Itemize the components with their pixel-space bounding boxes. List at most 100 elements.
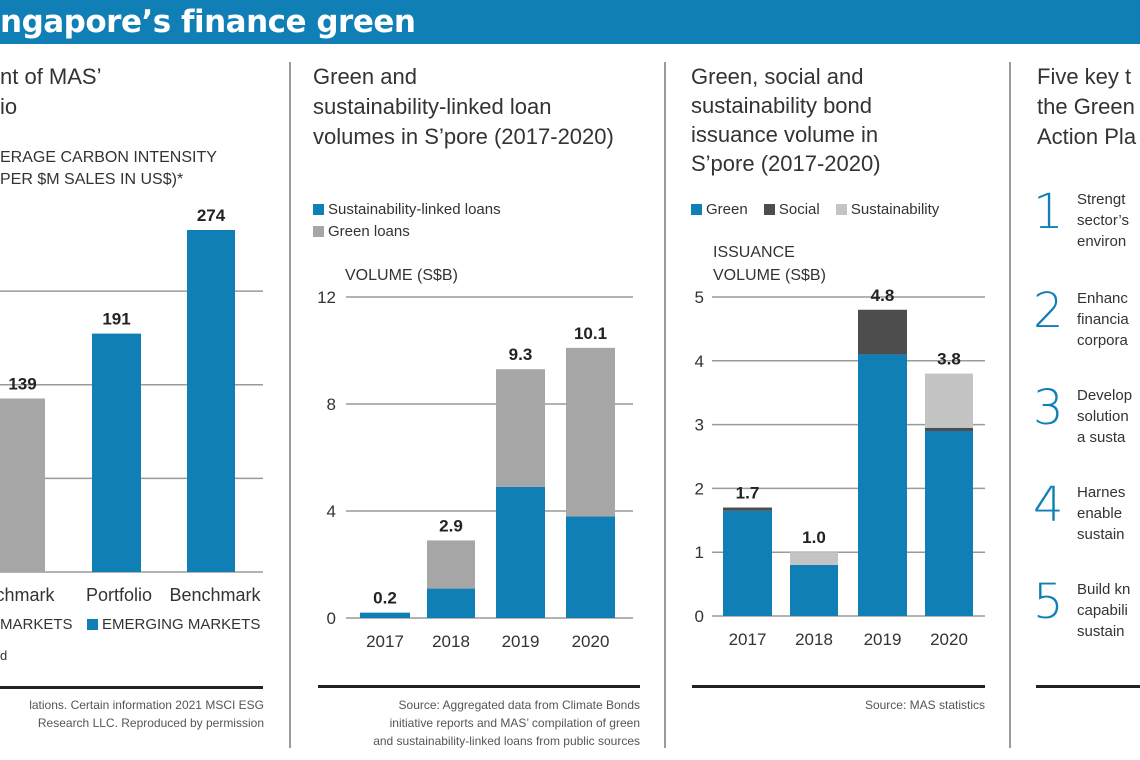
legend-item: Sustainability (835, 201, 939, 218)
legend-label: Sustainability-linked loans (328, 201, 501, 218)
legend-swatch (763, 204, 775, 215)
title-line: S’pore (2017-2020) (691, 151, 881, 176)
bar-segment (858, 354, 907, 616)
axis-label-line: PER $M SALES IN US$)* (0, 171, 184, 188)
bar-segment (925, 430, 973, 616)
panel4-title: Five key t the Green Action Pla (1037, 62, 1136, 152)
rule (1036, 685, 1140, 688)
title-line: sustainability-linked loan (313, 94, 552, 119)
thrust-text: Enhanc financia corpora (1077, 288, 1129, 351)
thrust-text: Develop solution a susta (1077, 385, 1132, 448)
y-tick-label: 4 (327, 502, 336, 521)
bar-segment (790, 564, 838, 616)
title-line: io (0, 94, 18, 119)
bar-segment (496, 369, 545, 487)
legend-item: Sustainability-linked loans (313, 199, 501, 221)
bar-segment (427, 588, 475, 618)
y-tick-label: 3 (695, 416, 704, 435)
legend-item: Green (691, 201, 748, 218)
bar-segment (790, 552, 838, 565)
data-label: 139 (8, 375, 36, 394)
divider (664, 62, 666, 748)
legend-swatch (691, 204, 702, 215)
thrust-number: 5 (1033, 574, 1064, 630)
source-line: and sustainability-linked loans from pub… (373, 734, 640, 748)
thrust-text-line: Build kn (1077, 581, 1131, 598)
data-label: 3.8 (937, 350, 961, 369)
legend-label: MARKETS (0, 616, 73, 633)
thrust-text: Build kn capabili sustain (1077, 579, 1130, 642)
data-label: 1.0 (802, 528, 826, 547)
y-tick-label: 4 (695, 352, 704, 371)
thrust-text-line: Develop (1077, 387, 1133, 404)
category-label: 2017 (729, 630, 767, 649)
y-tick-label: 2 (695, 479, 704, 498)
bar-segment (723, 510, 772, 616)
source-line: Research LLC. Reproduced by permission (37, 716, 264, 730)
panel2-title: Green and sustainability-linked loan vol… (313, 62, 614, 152)
panel3-title: Green, social and sustainability bond is… (691, 62, 881, 178)
category-label: Benchmark (169, 585, 261, 605)
bar-segment (858, 309, 907, 355)
bar (0, 398, 45, 572)
panel3-legend: Green Social Sustainability (691, 201, 939, 218)
legend-swatch (835, 204, 847, 215)
category-label: 2018 (432, 632, 470, 651)
category-label: 2019 (864, 630, 902, 649)
thrust-text: Strengt sector’s environ (1077, 189, 1129, 252)
bar-segment (925, 373, 973, 428)
thrust-text-line: enable (1077, 505, 1123, 522)
legend-swatch (87, 619, 98, 630)
title-line: issuance volume in (691, 122, 879, 147)
bar-segment (496, 486, 545, 618)
category-label: nchmark (0, 585, 56, 605)
legend-swatch (313, 204, 324, 215)
legend-item: Social (763, 201, 820, 218)
legend-label: Social (778, 201, 820, 218)
legend-item: Green loans (313, 221, 501, 243)
thrust-text-line: Enhanc (1077, 290, 1128, 307)
title-line: the Green (1037, 94, 1135, 119)
thrust-text-line: Harnes (1077, 484, 1126, 501)
thrust-number: 3 (1033, 380, 1064, 436)
thrust-number: 1 (1033, 184, 1064, 240)
source-line: initiative reports and MAS’ compilation … (389, 716, 640, 730)
axis-label-line: ERAGE CARBON INTENSITY (0, 149, 217, 166)
data-label: 4.8 (871, 286, 895, 305)
category-label: 2020 (930, 630, 968, 649)
title-line: Five key t (1037, 64, 1132, 89)
title-line: volumes in S’pore (2017-2020) (313, 124, 614, 149)
panel1-title: nt of MAS’ io (0, 62, 101, 122)
bar-segment (566, 347, 615, 517)
thrust-text-line: financia (1077, 311, 1129, 328)
headline: ngapore’s finance green (0, 4, 416, 40)
y-tick-label: 5 (695, 288, 704, 307)
headline-banner: ngapore’s finance green (0, 0, 1140, 44)
title-line: Green and (313, 64, 417, 89)
legend-label: Green (706, 201, 748, 218)
thrust-text-line: corpora (1077, 332, 1128, 349)
source: Source: Aggregated data from Climate Bon… (373, 696, 640, 750)
y-tick-label: 12 (317, 288, 336, 307)
thrust-number: 2 (1033, 283, 1064, 339)
title-line: Green, social and (691, 64, 864, 89)
legend-item: EMERGING MARKETS (87, 616, 260, 633)
y-axis-label: ISSUANCE VOLUME (S$B) (713, 244, 826, 284)
thrust-number: 4 (1033, 477, 1064, 533)
legend-label: Green loans (328, 223, 410, 240)
category-label: Portfolio (86, 585, 152, 605)
thrust-text-line: sustain (1077, 623, 1125, 640)
data-label: 9.3 (509, 345, 533, 364)
bar-segment (566, 516, 615, 618)
category-label: 2020 (572, 632, 610, 651)
title-line: Action Pla (1037, 124, 1137, 149)
data-label: 2.9 (439, 516, 463, 535)
category-label: 2017 (366, 632, 404, 651)
thrust-text-line: sector’s (1077, 212, 1129, 229)
rule (692, 685, 985, 688)
rule (318, 685, 640, 688)
title-line: nt of MAS’ (0, 64, 102, 89)
thrust-text-line: sustain (1077, 526, 1125, 543)
data-label: 1.7 (736, 484, 760, 503)
